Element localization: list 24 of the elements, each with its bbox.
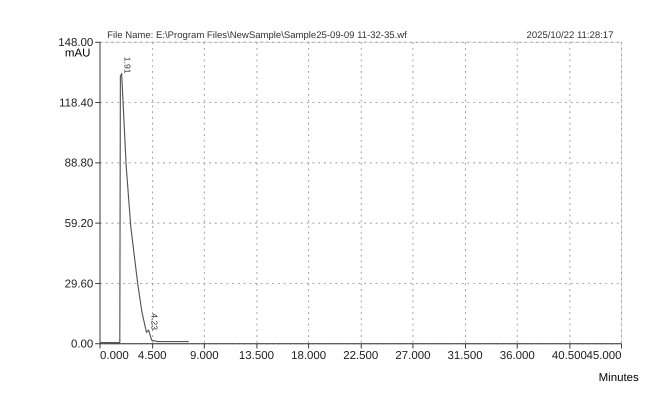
line-series	[98, 72, 190, 344]
text: 2025/10/22 11:28:17	[526, 30, 614, 41]
annotation: 1.91	[122, 56, 133, 74]
x-axis-title: Minutes	[598, 372, 640, 384]
y-tick-label: 148.00	[58, 37, 94, 50]
x-tick-label: 4.500	[138, 350, 167, 362]
y-tick-label: 29.60	[64, 278, 94, 290]
x-tick-label: 36.000	[500, 350, 535, 362]
x-tick-label: 13.500	[238, 350, 274, 362]
x-tick-label: 0.000	[100, 350, 129, 362]
x-tick-label: 9.000	[190, 350, 219, 362]
x-tick-label: 27.000	[395, 350, 430, 362]
y-tick-label: 0.00	[70, 338, 94, 351]
y-tick-label: 88.80	[64, 158, 94, 170]
y-tick-label: 59.20	[64, 218, 94, 230]
x-tick-label: 18.000	[291, 350, 326, 362]
y-tick-label: 118.40	[59, 97, 94, 110]
x-tick-label: 31.500	[448, 350, 483, 362]
x-tick-label: 45.000	[586, 350, 622, 362]
text: File Name: E:\Program Files\NewSample\Sample25-09-09 11-32-35.wf	[107, 30, 408, 41]
annotation: 4.23	[149, 313, 160, 330]
x-tick-label: 40.500	[552, 350, 587, 362]
y-axis-title: mAU	[64, 48, 90, 60]
x-tick-label: 22.500	[343, 350, 378, 362]
